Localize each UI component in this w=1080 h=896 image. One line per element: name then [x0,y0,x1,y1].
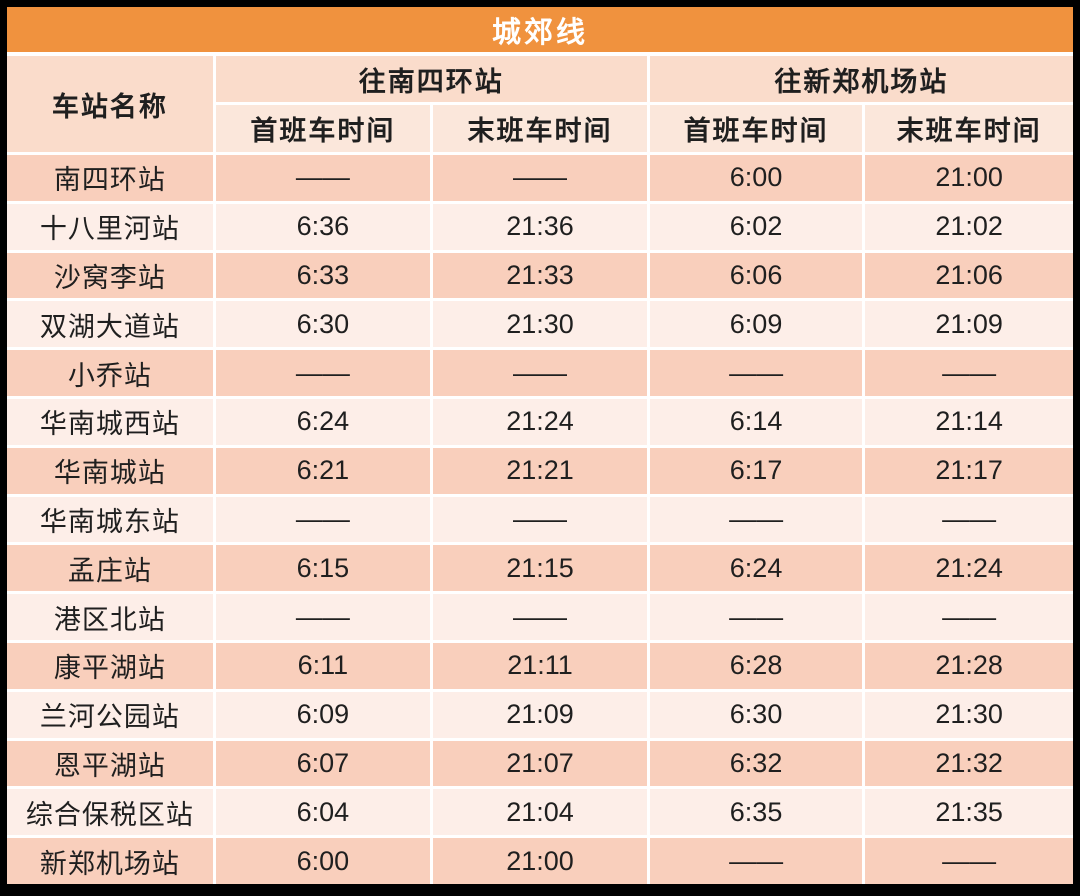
time-cell: 21:30 [865,691,1073,738]
timetable-inner: 城郊线 车站名称 往南四环站 往新郑机场站 首班车时间 末班车时间 首班车时间 末班车时间南… [7,7,1073,884]
time-cell: 21:17 [865,447,1073,494]
time-cell: 6:30 [649,691,863,738]
time-cell: 21:21 [433,447,647,494]
header-last-train-airport: 末班车时间 [865,105,1073,152]
time-cell: 21:06 [865,252,1073,299]
time-cell: 21:11 [433,642,647,689]
time-cell: 6:15 [215,545,431,592]
time-cell: —— [865,496,1073,543]
time-cell: —— [865,838,1073,884]
header-first-train-airport: 首班车时间 [649,105,863,152]
time-cell: 6:00 [649,155,863,201]
time-cell: —— [215,594,431,640]
time-cell: 6:24 [215,398,431,445]
station-name-cell: 双湖大道站 [7,301,213,348]
header-last-train-nansihuan: 末班车时间 [433,105,647,152]
time-cell: —— [649,594,863,640]
time-cell: 6:07 [215,740,431,787]
time-cell: 6:14 [649,398,863,445]
time-cell: 6:32 [649,740,863,787]
time-cell: 21:35 [865,789,1073,836]
station-name-cell: 小乔站 [7,350,213,396]
station-name-cell: 华南城东站 [7,496,213,543]
time-cell: 21:24 [865,545,1073,592]
time-cell: —— [215,155,431,201]
time-cell: —— [215,350,431,396]
header-first-train-nansihuan: 首班车时间 [215,105,431,152]
time-cell: —— [433,594,647,640]
time-cell: 6:11 [215,642,431,689]
station-name-cell: 华南城站 [7,447,213,494]
time-cell: 21:09 [865,301,1073,348]
time-cell: —— [865,350,1073,396]
station-name-cell: 华南城西站 [7,398,213,445]
timetable: 车站名称 往南四环站 往新郑机场站 首班车时间 末班车时间 首班车时间 末班车时间 南四环站 —… [7,56,1073,884]
time-cell: 6:21 [215,447,431,494]
time-cell: 21:00 [433,838,647,884]
station-name-cell: 新郑机场站 [7,838,213,884]
station-name-cell: 康平湖站 [7,642,213,689]
time-cell: 6:06 [649,252,863,299]
time-cell: 21:09 [433,691,647,738]
station-name-cell: 南四环站 [7,155,213,201]
time-cell: 6:04 [215,789,431,836]
time-cell: 6:28 [649,642,863,689]
time-cell: —— [215,496,431,543]
time-cell: 21:07 [433,740,647,787]
time-cell: 21:04 [433,789,647,836]
station-name-cell: 综合保税区站 [7,789,213,836]
time-cell: —— [649,838,863,884]
time-cell: 6:35 [649,789,863,836]
time-cell: 21:24 [433,398,647,445]
time-cell: 6:09 [215,691,431,738]
station-name-cell: 沙窝李站 [7,252,213,299]
time-cell: 6:30 [215,301,431,348]
time-cell: 21:36 [433,203,647,250]
time-cell: 6:24 [649,545,863,592]
time-cell: 6:00 [215,838,431,884]
time-cell: 21:14 [865,398,1073,445]
header-station-name: 车站名称 [7,56,213,152]
line-title-bar: 城郊线 [7,7,1073,52]
time-cell: 6:33 [215,252,431,299]
time-cell: 21:33 [433,252,647,299]
time-cell: —— [649,496,863,543]
time-cell: 21:32 [865,740,1073,787]
time-cell: 6:36 [215,203,431,250]
time-cell: 21:00 [865,155,1073,201]
time-cell: 21:28 [865,642,1073,689]
header-direction-xinzheng-airport: 往新郑机场站 [649,56,1073,102]
line-title: 城郊线 [491,16,588,49]
time-cell: 21:30 [433,301,647,348]
header-direction-nansihuan: 往南四环站 [215,56,647,102]
station-name-cell: 十八里河站 [7,203,213,250]
time-cell: 21:15 [433,545,647,592]
station-name-cell: 恩平湖站 [7,740,213,787]
time-cell: —— [433,350,647,396]
time-cell: —— [433,155,647,201]
time-cell: 6:17 [649,447,863,494]
time-cell: 6:09 [649,301,863,348]
time-cell: —— [865,594,1073,640]
station-name-cell: 孟庄站 [7,545,213,592]
time-cell: 6:02 [649,203,863,250]
time-cell: —— [433,496,647,543]
time-cell: 21:02 [865,203,1073,250]
station-name-cell: 兰河公园站 [7,691,213,738]
time-cell: —— [649,350,863,396]
station-name-cell: 港区北站 [7,594,213,640]
